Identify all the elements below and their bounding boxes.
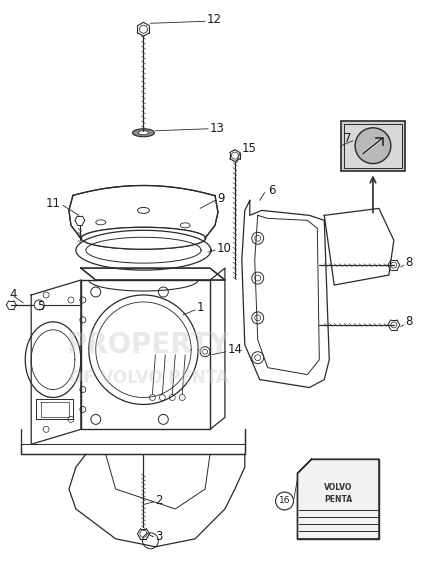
Text: 4: 4 [9,289,17,301]
Ellipse shape [81,227,205,249]
Text: 10: 10 [217,242,232,255]
Text: 13: 13 [210,122,225,135]
Ellipse shape [139,131,149,135]
Text: 5: 5 [37,300,44,314]
FancyBboxPatch shape [341,121,405,171]
Text: 8: 8 [406,255,413,269]
Text: 16: 16 [279,497,290,505]
Circle shape [355,128,391,164]
Text: 14: 14 [228,343,243,356]
Text: PROPERTY: PROPERTY [67,331,230,359]
FancyBboxPatch shape [84,268,203,280]
Text: 7: 7 [344,132,351,145]
Text: 15: 15 [242,142,257,155]
Text: 2: 2 [155,494,163,507]
Text: VOLVO: VOLVO [324,483,352,491]
Text: 9: 9 [217,192,224,205]
Text: OF VOLVO PENTA: OF VOLVO PENTA [68,368,228,387]
FancyBboxPatch shape [344,124,402,167]
Text: PENTA: PENTA [324,494,352,504]
Text: 8: 8 [406,315,413,328]
Text: 3: 3 [155,531,163,543]
Polygon shape [297,459,379,539]
Text: 11: 11 [46,197,61,210]
Text: 6: 6 [268,184,275,197]
Text: 12: 12 [207,13,222,26]
Text: 1: 1 [197,301,205,314]
Ellipse shape [133,129,155,137]
